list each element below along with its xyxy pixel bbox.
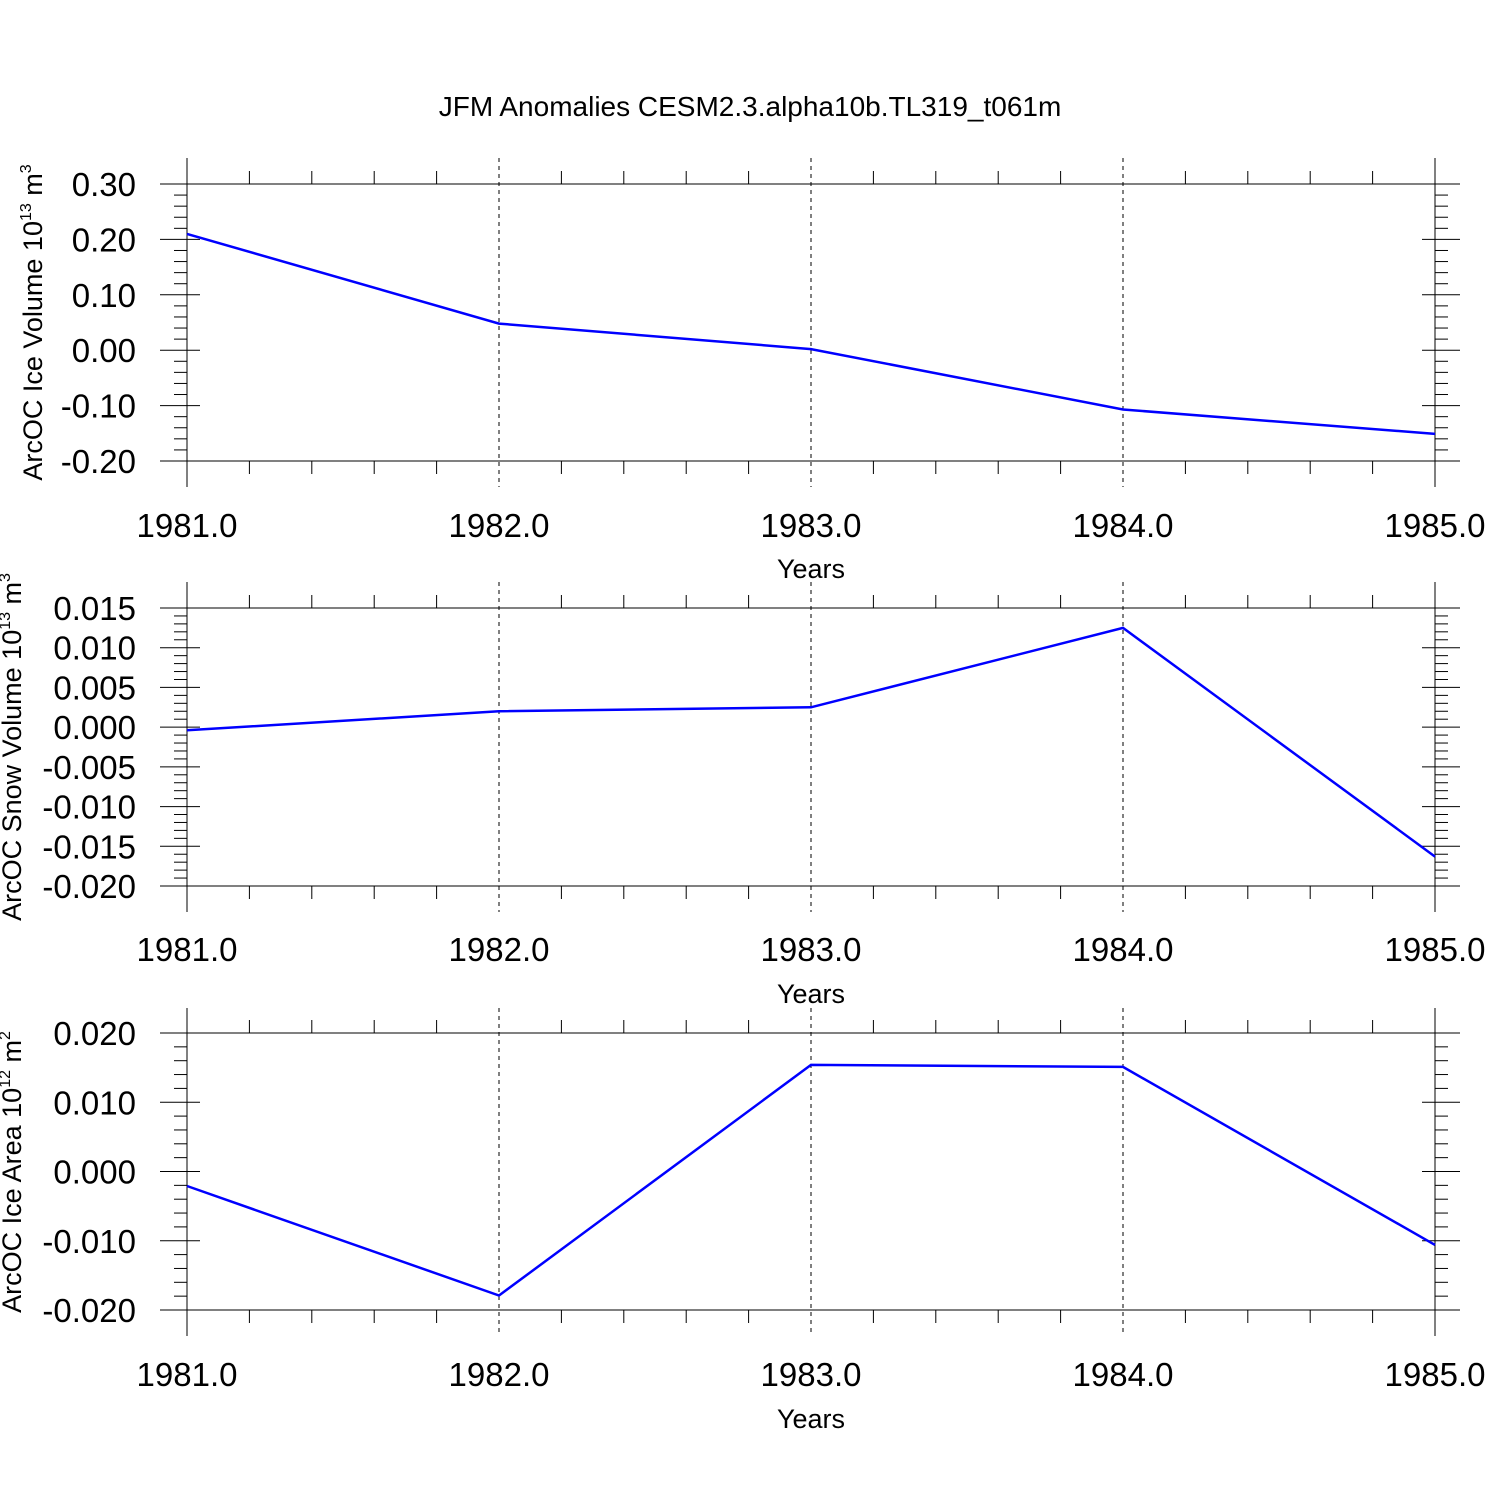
panel-3: 1981.0 1982.0 1983.0 1984.0 1985.0 0.020 0.010…: [0, 1008, 1485, 1434]
y-tick-label: 0.00: [72, 332, 136, 369]
x-tick-label: 1984.0: [1073, 507, 1174, 544]
x-axis-title: Years: [777, 1404, 845, 1434]
y-tick-label: -0.10: [61, 388, 136, 425]
y-axis-title: ArcOC Ice Volume 1013 m3: [18, 164, 48, 480]
x-tick-label: 1985.0: [1385, 507, 1486, 544]
x-tick-label: 1985.0: [1385, 931, 1486, 968]
x-tick-label: 1981.0: [137, 1356, 238, 1393]
x-tick-label: 1985.0: [1385, 1356, 1486, 1393]
y-axis-title-unit-exponent: 3: [18, 164, 35, 173]
y-tick-label: -0.005: [42, 749, 136, 786]
y-axis-title-text: ArcOC Ice Area 10: [0, 1088, 27, 1313]
y-axis-title-exponent: 12: [0, 1070, 14, 1088]
y-tick-label: -0.020: [42, 868, 136, 905]
y-axis-title-exponent: 13: [18, 203, 35, 221]
y-tick-label: 0.10: [72, 277, 136, 314]
y-tick-label: 0.005: [53, 669, 136, 706]
y-tick-label: -0.020: [42, 1292, 136, 1329]
y-axis-title-unit: m: [18, 173, 48, 203]
y-tick-label: 0.020: [53, 1015, 136, 1052]
y-axis-title-text: ArcOC Snow Volume 10: [0, 630, 27, 921]
y-tick-label: 0.000: [53, 1154, 136, 1191]
x-tick-label: 1984.0: [1073, 1356, 1174, 1393]
y-tick-label: -0.010: [42, 1223, 136, 1260]
y-tick-label: 0.010: [53, 630, 136, 667]
x-tick-label: 1981.0: [137, 931, 238, 968]
x-axis-title: Years: [777, 979, 845, 1009]
y-tick-label: 0.30: [72, 166, 136, 203]
x-axis-title: Years: [777, 554, 845, 584]
y-tick-label: 0.000: [53, 709, 136, 746]
y-axis-title-unit: m: [0, 582, 27, 612]
x-tick-label: 1982.0: [449, 1356, 550, 1393]
y-axis-title-unit: m: [0, 1040, 27, 1070]
figure-title: JFM Anomalies CESM2.3.alpha10b.TL319_t06…: [439, 91, 1062, 122]
x-tick-label: 1981.0: [137, 507, 238, 544]
y-tick-label: -0.015: [42, 828, 136, 865]
x-tick-label: 1984.0: [1073, 931, 1174, 968]
series-line: [186, 232, 1436, 436]
panel-2: 1981.0 1982.0 1983.0 1984.0 1985.0 0.0150.010…: [0, 573, 1485, 1009]
y-tick-label: 0.015: [53, 590, 136, 627]
y-tick-label: 0.20: [72, 221, 136, 258]
x-tick-label: 1983.0: [761, 931, 862, 968]
series-line: [186, 626, 1436, 858]
y-tick-label: -0.20: [61, 443, 136, 480]
y-axis-title-exponent: 13: [0, 612, 14, 630]
x-tick-label: 1982.0: [449, 931, 550, 968]
y-axis-title: ArcOC Snow Volume 1013 m3: [0, 573, 27, 921]
x-tick-label: 1983.0: [761, 1356, 862, 1393]
panel-1: 1981.0 1982.0 1983.0 1984.0 1985.0 0.30 0.20 0.…: [18, 158, 1485, 584]
x-tick-label: 1982.0: [449, 507, 550, 544]
y-axis-title: ArcOC Ice Area 1012 m2: [0, 1031, 27, 1313]
y-tick-label: 0.010: [53, 1084, 136, 1121]
y-axis-title-text: ArcOC Ice Volume 10: [18, 221, 48, 481]
y-tick-label: -0.010: [42, 789, 136, 826]
x-tick-label: 1983.0: [761, 507, 862, 544]
series-line: [186, 1063, 1436, 1297]
panels-container: 1981.0 1982.0 1983.0 1984.0 1985.0 0.30 0.20 0.…: [0, 158, 1485, 1434]
y-axis-title-unit-exponent: 3: [0, 573, 14, 582]
y-axis-title-unit-exponent: 2: [0, 1031, 14, 1040]
